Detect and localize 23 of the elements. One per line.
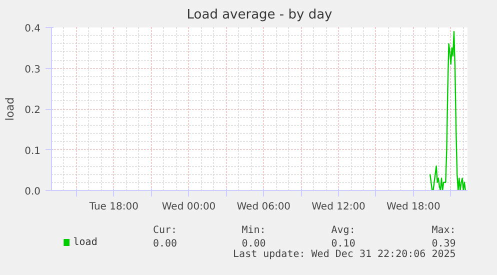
text: 0.39	[432, 238, 456, 250]
chart-title: Load average - by day	[186, 8, 333, 22]
text: Max:	[432, 225, 456, 236]
y-tick-label: 0.2	[24, 105, 41, 116]
x-tick-label: Wed 12:00	[312, 202, 366, 212]
text: 0.00	[242, 238, 266, 250]
y-tick-label: 0.0	[24, 186, 41, 198]
y-tick-label: 0.3	[24, 64, 41, 76]
text: Cur:	[152, 225, 178, 236]
y-tick-label: 0.4	[24, 24, 41, 34]
text: 0.10	[331, 238, 356, 250]
x-tick-label: Wed 18:00	[386, 202, 440, 212]
text: Avg:	[331, 225, 356, 236]
y-tick-label: 0.1	[24, 146, 41, 157]
line-series	[429, 30, 466, 190]
legend-label: load	[73, 237, 98, 248]
x-tick-label: Tue 18:00	[88, 202, 138, 212]
y-axis-title: load	[4, 97, 17, 121]
x-tick-label: Wed 00:00	[162, 202, 216, 212]
x-tick-label: Wed 06:00	[236, 202, 291, 212]
text: 0.00	[152, 238, 178, 250]
text: Last update: Wed Dec 31 22:20:06 2025	[233, 249, 456, 260]
text: Min:	[242, 225, 266, 236]
